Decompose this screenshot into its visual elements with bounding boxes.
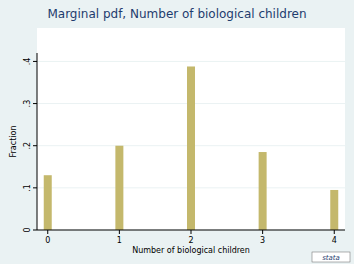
bar bbox=[187, 66, 195, 230]
y-tick-label: .3 bbox=[23, 100, 32, 108]
x-tick-label: 4 bbox=[332, 236, 337, 245]
x-tick-label: 2 bbox=[188, 236, 193, 245]
x-tick bbox=[119, 230, 120, 234]
x-tick-label: 1 bbox=[117, 236, 122, 245]
title: Marginal pdf, Number of biological child… bbox=[47, 7, 306, 21]
marks bbox=[44, 66, 339, 230]
y-axis-label: Fraction bbox=[9, 126, 18, 158]
chart: 0 1 2 3 4 0 .1 .2 .3 .4 Marginal pdf, Number of bi… bbox=[0, 0, 354, 264]
y-tick-label: .2 bbox=[23, 142, 32, 150]
bar bbox=[330, 190, 338, 230]
x-tick bbox=[334, 230, 335, 234]
x-tick bbox=[47, 230, 48, 234]
y-tick bbox=[33, 230, 37, 231]
plot-area bbox=[37, 28, 345, 230]
y-tick-label: 0 bbox=[23, 227, 32, 232]
bar bbox=[259, 152, 267, 230]
y-tick-label: .4 bbox=[23, 58, 32, 66]
grid-line bbox=[37, 61, 345, 62]
y-tick bbox=[33, 61, 37, 62]
y-tick bbox=[33, 145, 37, 146]
bar bbox=[115, 146, 123, 230]
logo-box bbox=[312, 252, 350, 262]
x-tick-label: 3 bbox=[260, 236, 265, 245]
bar bbox=[44, 175, 52, 230]
y-tick bbox=[33, 103, 37, 104]
y-axis bbox=[37, 53, 38, 230]
x-tick bbox=[262, 230, 263, 234]
annotation: stata bbox=[322, 254, 340, 262]
x-tick-label: 0 bbox=[45, 236, 50, 245]
background bbox=[0, 0, 354, 264]
x-tick bbox=[191, 230, 192, 234]
x-axis-label: Number of biological children bbox=[132, 246, 250, 255]
y-tick bbox=[33, 187, 37, 188]
y-tick-label: .1 bbox=[23, 184, 32, 192]
